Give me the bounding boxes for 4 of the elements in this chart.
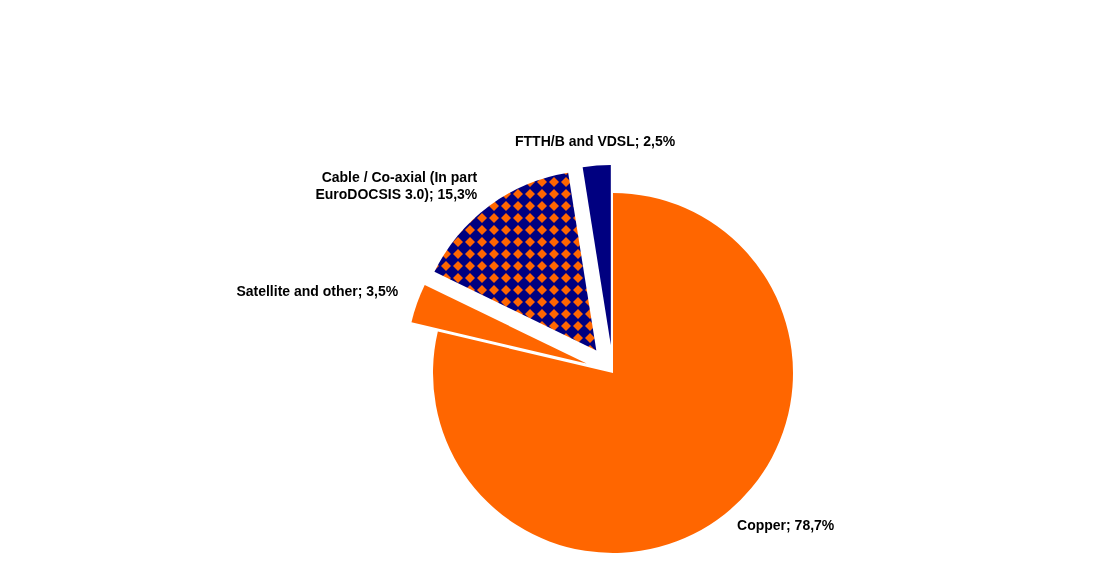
slice-label: FTTH/B and VDSL; 2,5% xyxy=(514,132,676,149)
slice-label: Copper; 78,7% xyxy=(737,516,835,533)
slice-label: Satellite and other; 3,5% xyxy=(236,283,399,300)
slice-label: Cable / Co-axial (In part EuroDOCSIS 3.0); 15,3% xyxy=(315,168,478,202)
